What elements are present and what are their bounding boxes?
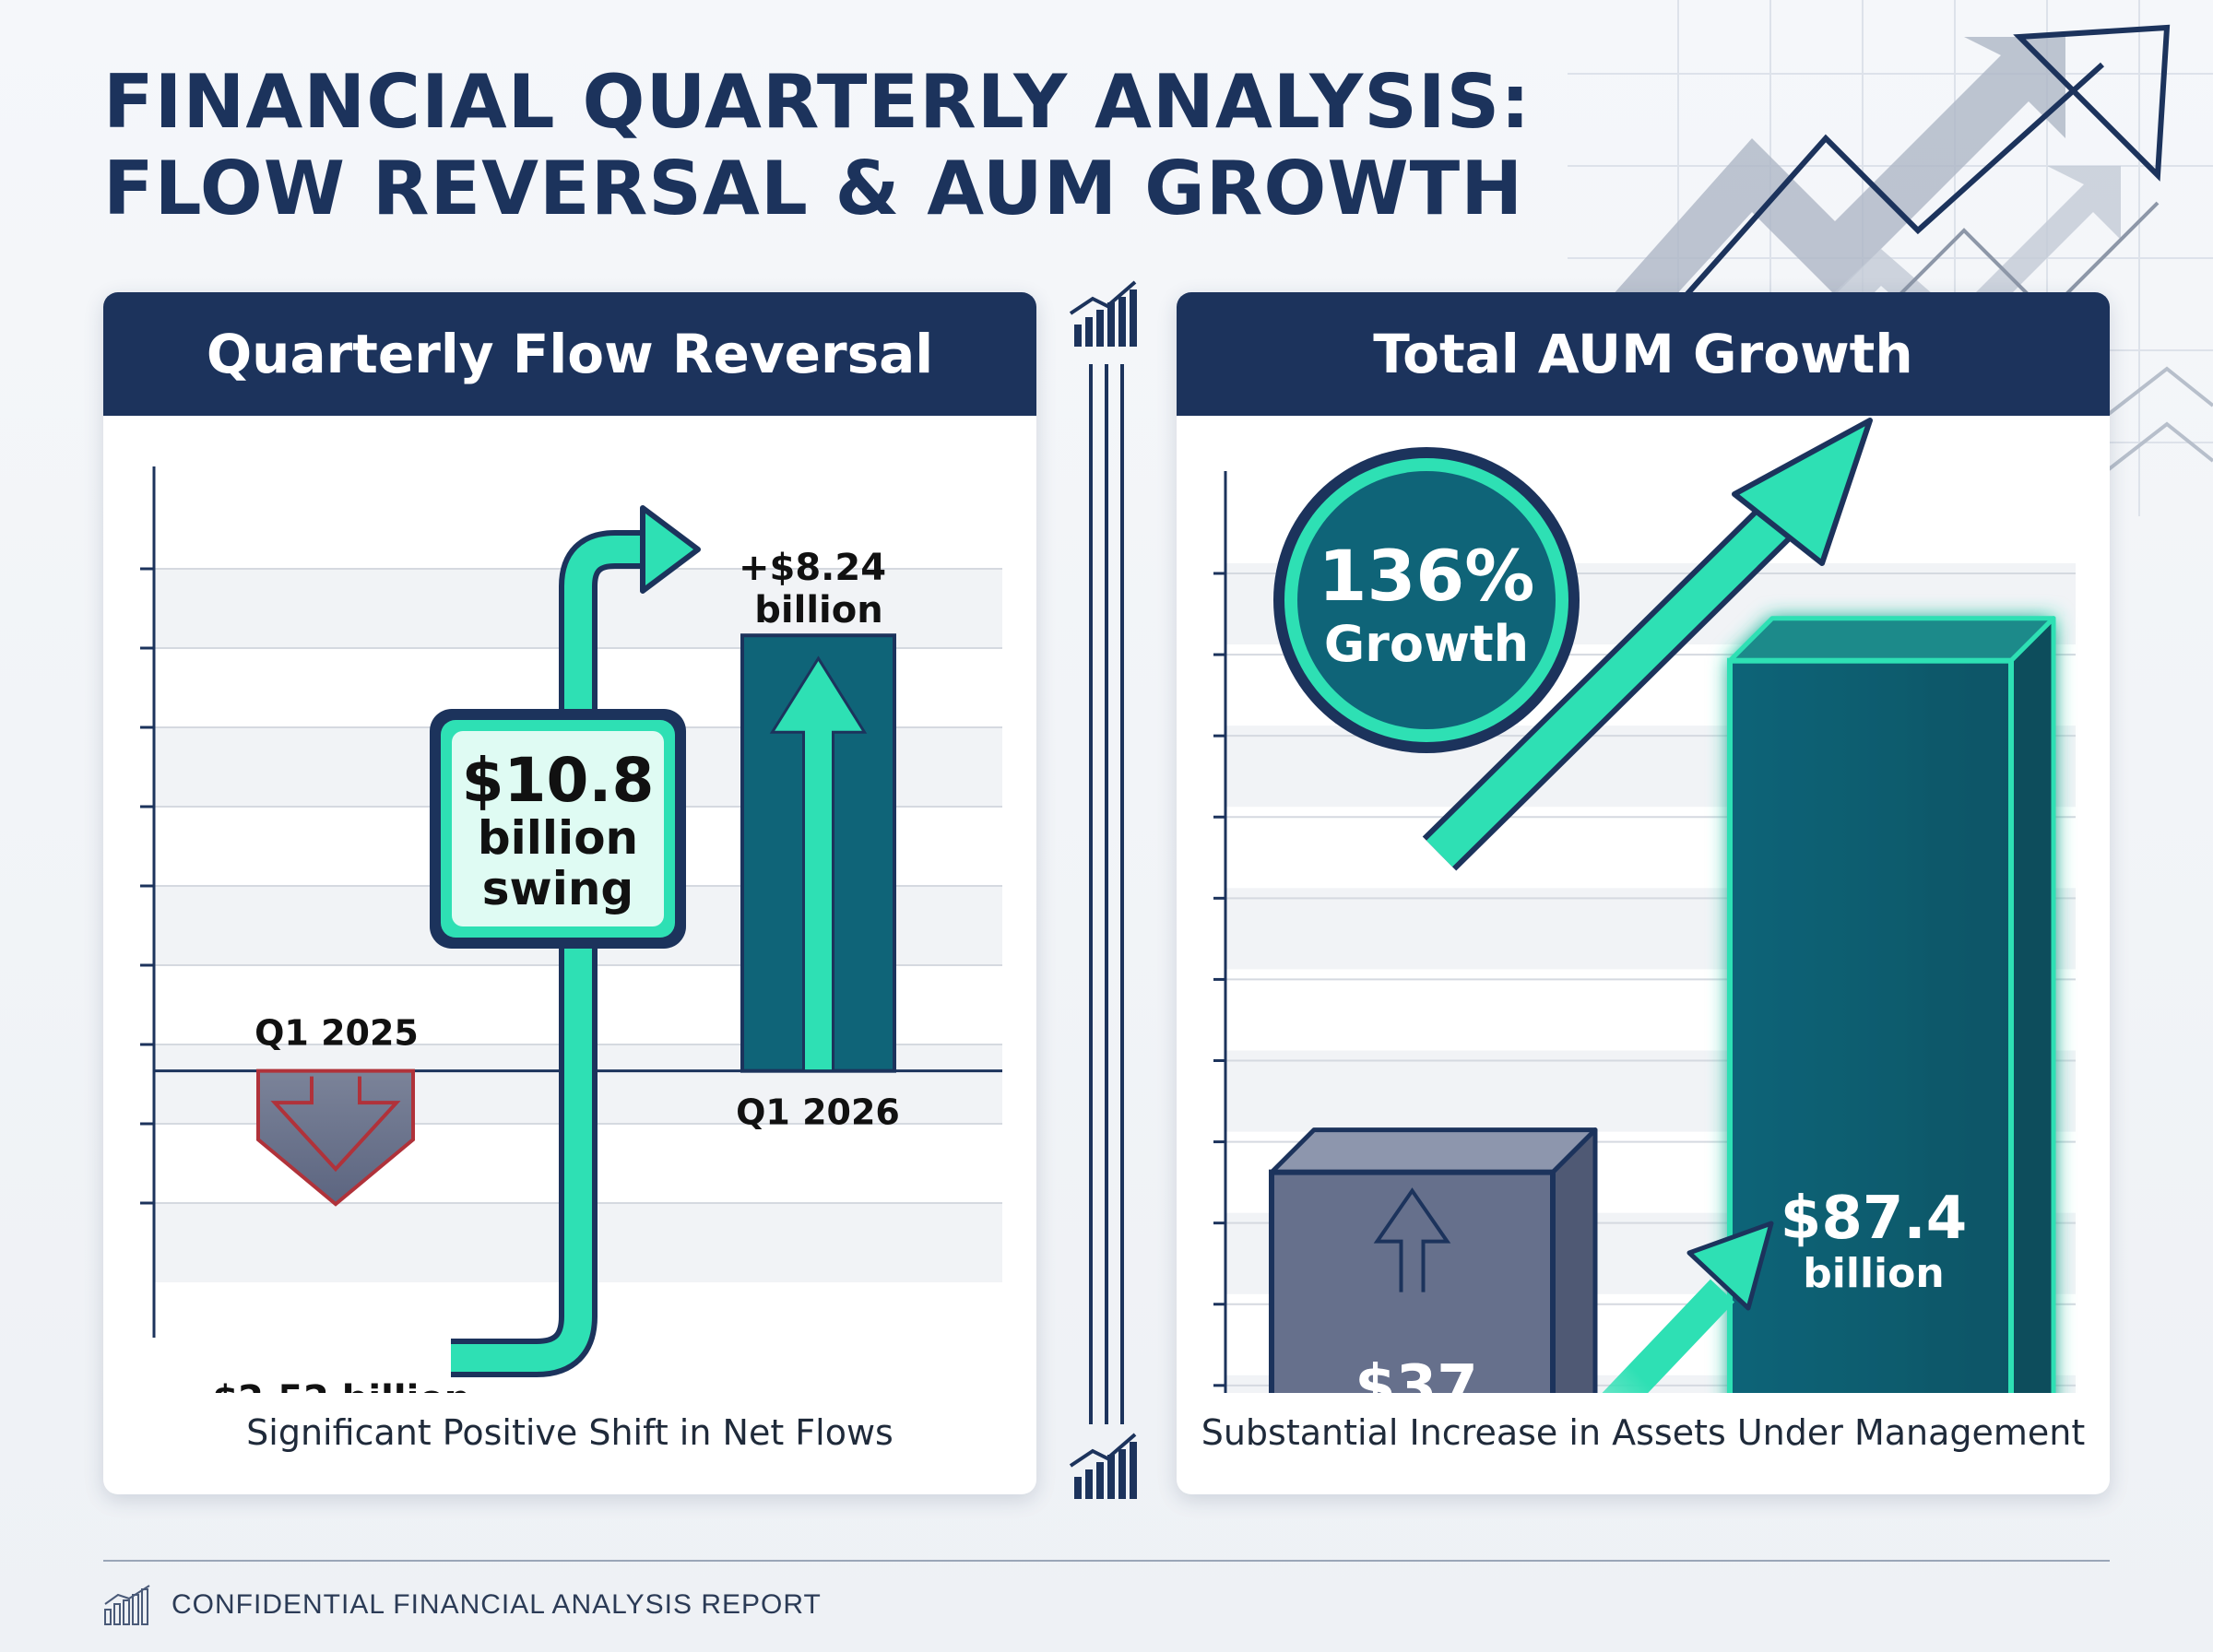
swing-label: swing (482, 862, 633, 915)
center-divider (1069, 280, 1137, 1499)
flow-reversal-caption: Significant Positive Shift in Net Flows (246, 1412, 893, 1453)
bar-march-2026 (1727, 657, 2014, 1393)
bar-march-2025 (1269, 1169, 1556, 1393)
aum-growth-caption: Substantial Increase in Assets Under Man… (1201, 1412, 2086, 1453)
footer-divider (103, 1560, 2110, 1562)
up-arrow-icon (769, 655, 868, 1073)
growth-word: Growth (1324, 615, 1529, 673)
down-arrow-icon (270, 1076, 401, 1173)
value-label-q1-2026: +$8.24 billion (739, 547, 899, 631)
connector-arrow (1602, 1279, 1735, 1393)
aum-growth-panel-title: Total AUM Growth (1177, 292, 2110, 416)
footer-text: CONFIDENTIAL FINANCIAL ANALYSIS REPORT (172, 1589, 822, 1620)
value-label-q1-2025: -$2.52 billion (197, 1378, 470, 1393)
page-title: FINANCIAL QUARTERLY ANALYSIS: FLOW REVER… (103, 59, 1671, 232)
flow-reversal-panel: Quarterly Flow Reversal $10.8 billion sw… (103, 292, 1036, 1494)
bar-march-2026-top (1727, 616, 2056, 664)
swing-arrowhead-icon (640, 505, 701, 594)
divider-bottom-bar-chart-icon (1069, 1433, 1137, 1499)
page-title-line-2: FLOW REVERSAL & AUM GROWTH (103, 146, 1524, 231)
value-label-march-2026-amount: $87.4 (1781, 1185, 1967, 1253)
page-title-line-1: FINANCIAL QUARTERLY ANALYSIS: (103, 59, 1532, 145)
value-label-march-2025-amount: $37 (1355, 1353, 1478, 1393)
connector-arrowhead-icon (1686, 1221, 1774, 1311)
flow-reversal-panel-title: Quarterly Flow Reversal (103, 292, 1036, 416)
footer-bar-chart-icon (104, 1585, 150, 1625)
divider-top-bar-chart-icon (1069, 280, 1137, 347)
category-label-q1-2025: Q1 2025 (254, 1013, 419, 1054)
swing-callout-fill (452, 731, 664, 926)
aum-growth-panel: Total AUM Growth (1177, 292, 2110, 1494)
swing-amount: $10.8 (462, 745, 655, 816)
value-label-q1-2026-unit: billion (754, 589, 882, 631)
value-label-march-2026-unit: billion (1803, 1250, 1944, 1297)
growth-arrow (1426, 508, 1790, 867)
growth-badge (1297, 471, 1556, 729)
value-label-q1-2026-amount: +$8.24 (739, 547, 886, 589)
category-label-q1-2026: Q1 2026 (736, 1092, 900, 1133)
growth-percent: 136% (1319, 535, 1535, 617)
flow-reversal-chart: $10.8 billion swing Q1 2025 Q1 2026 -$2.… (140, 466, 1002, 1393)
aum-growth-chart: 136% Growth $37 billion $87.4 billion Ma… (1213, 418, 2076, 1393)
swing-unit: billion (478, 811, 638, 865)
bar-march-2025-side (1550, 1127, 1598, 1393)
up-arrow-outline-icon (1373, 1187, 1451, 1292)
bar-q1-2025 (256, 1068, 415, 1207)
swing-connector-fill (451, 536, 657, 1372)
bar-march-2025-top (1269, 1127, 1598, 1175)
bar-march-2026-side (2008, 616, 2056, 1393)
growth-arrowhead-icon (1732, 418, 1873, 566)
